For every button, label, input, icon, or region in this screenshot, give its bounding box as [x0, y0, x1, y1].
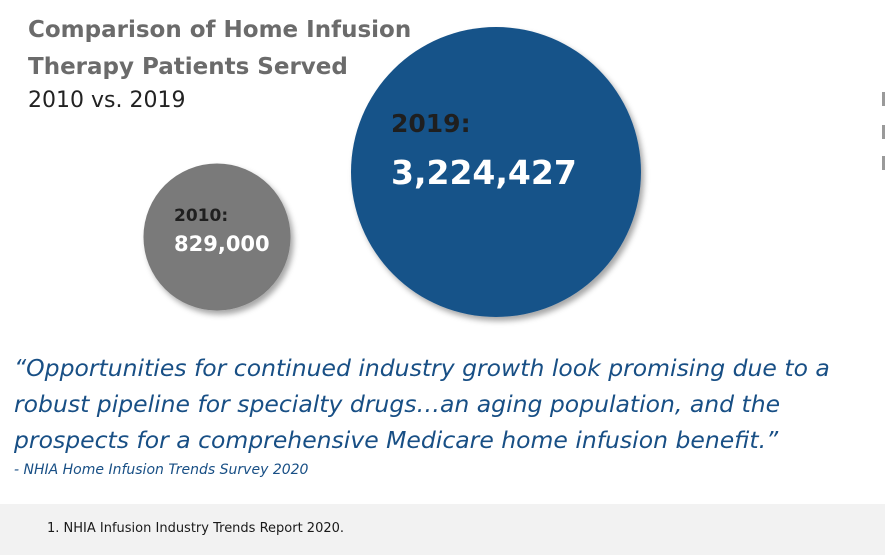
edge-marker: [882, 125, 885, 139]
bubble-value-2019: 3,224,427: [391, 153, 577, 192]
bubble-label-2010: 2010:: [174, 206, 228, 226]
bubble-value-2010: 829,000: [174, 232, 270, 256]
bubble-2019: [351, 27, 641, 317]
chart-subtitle: 2010 vs. 2019: [28, 88, 186, 113]
bubble-label-2019: 2019:: [391, 109, 471, 138]
quote-attribution: - NHIA Home Infusion Trends Survey 2020: [14, 462, 309, 478]
bubble-2010: [143, 163, 291, 311]
chart-title: Comparison of Home Infusion Therapy Pati…: [28, 17, 412, 80]
edge-marker: [882, 92, 885, 106]
quote-text: “Opportunities for continued industry gr…: [14, 354, 830, 454]
footnote: 1. NHIA Infusion Industry Trends Report …: [47, 521, 345, 536]
bubble-chart: 2010: 829,000 2019: 3,224,427: [143, 27, 641, 317]
footer-bar: 1. NHIA Infusion Industry Trends Report …: [0, 504, 885, 555]
chart-title-block: Comparison of Home Infusion Therapy Pati…: [28, 12, 428, 116]
edge-marker: [882, 156, 885, 170]
